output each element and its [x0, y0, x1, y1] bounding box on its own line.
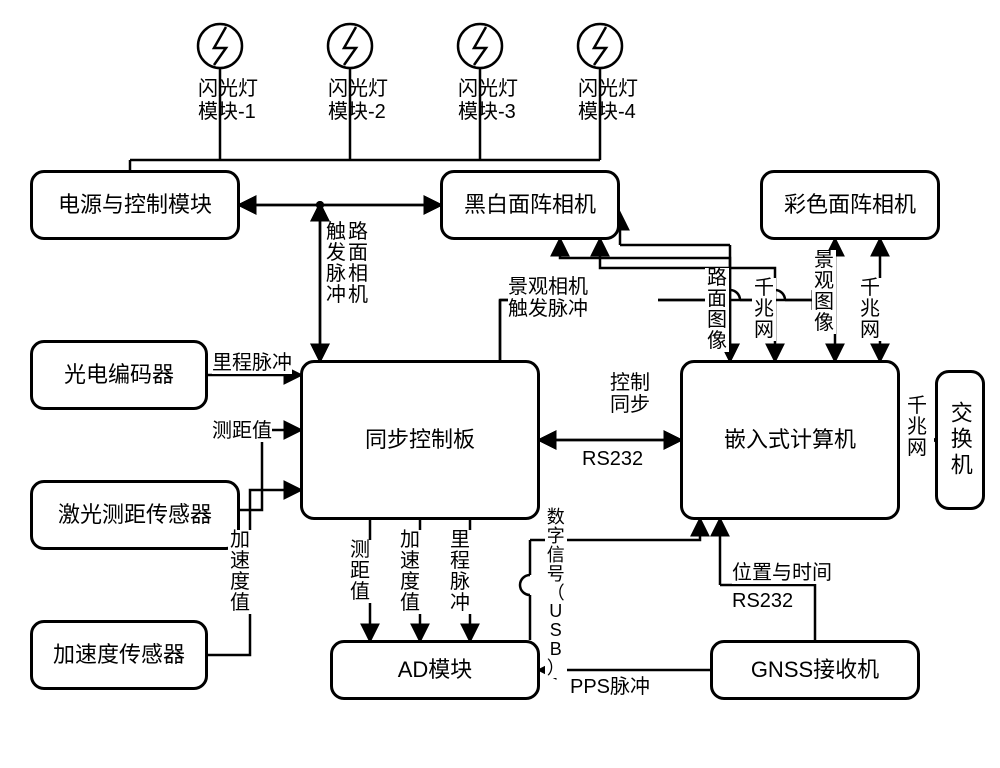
flash-label-1: 闪光灯模块-1	[198, 78, 258, 124]
lbl-scene-image: 景观图像	[812, 250, 836, 334]
node-accel: 加速度传感器	[30, 620, 208, 690]
lbl-range: 测距值	[212, 420, 272, 442]
node-laser: 激光测距传感器	[30, 480, 240, 550]
lbl-accel2: 加速度值	[398, 530, 422, 614]
flash-icon-3	[458, 24, 502, 68]
node-ccam: 彩色面阵相机	[760, 170, 940, 240]
lbl-gige2: 千兆网	[858, 278, 882, 341]
node-power: 电源与控制模块	[30, 170, 240, 240]
lbl-rs232-2: RS232	[732, 590, 793, 612]
lbl-mileage2: 里程脉冲	[448, 530, 472, 614]
lbl-scene-trigger: 景观相机触发脉冲	[508, 276, 658, 320]
flash-icon-4	[578, 24, 622, 68]
lbl-usb: 数字信号（USB）	[545, 508, 567, 678]
lbl-pps: PPS脉冲	[570, 676, 650, 698]
flash-label-4: 闪光灯模块-4	[578, 78, 638, 124]
lbl-rs232-1: RS232	[582, 448, 643, 470]
lbl-ctrl-sync: 控制同步	[600, 372, 660, 416]
node-sync: 同步控制板	[300, 360, 540, 520]
lbl-road-cam-trigger: 触发脉冲路面相机	[326, 222, 370, 306]
lbl-pos-time: 位置与时间	[732, 562, 832, 584]
lbl-road-image: 路面图像	[705, 268, 729, 352]
flash-label-2: 闪光灯模块-2	[328, 78, 388, 124]
lbl-mileage: 里程脉冲	[212, 352, 292, 374]
node-bwcam: 黑白面阵相机	[440, 170, 620, 240]
node-switch: 交换机	[935, 370, 985, 510]
lbl-range2: 测距值	[348, 540, 372, 603]
flash-label-3: 闪光灯模块-3	[458, 78, 518, 124]
node-embedded: 嵌入式计算机	[680, 360, 900, 520]
lbl-gige3: 千兆网	[900, 396, 934, 459]
node-gnss: GNSS接收机	[710, 640, 920, 700]
node-ad: AD模块	[330, 640, 540, 700]
flash-icon-1	[198, 24, 242, 68]
lbl-accel-v: 加速度值	[228, 530, 252, 614]
diagram-canvas: 闪光灯模块-1 闪光灯模块-2 闪光灯模块-3 闪光灯模块-4 电源与控制模块 …	[0, 0, 1000, 768]
node-encoder: 光电编码器	[30, 340, 208, 410]
flash-icon-2	[328, 24, 372, 68]
lbl-gige1: 千兆网	[752, 278, 776, 341]
